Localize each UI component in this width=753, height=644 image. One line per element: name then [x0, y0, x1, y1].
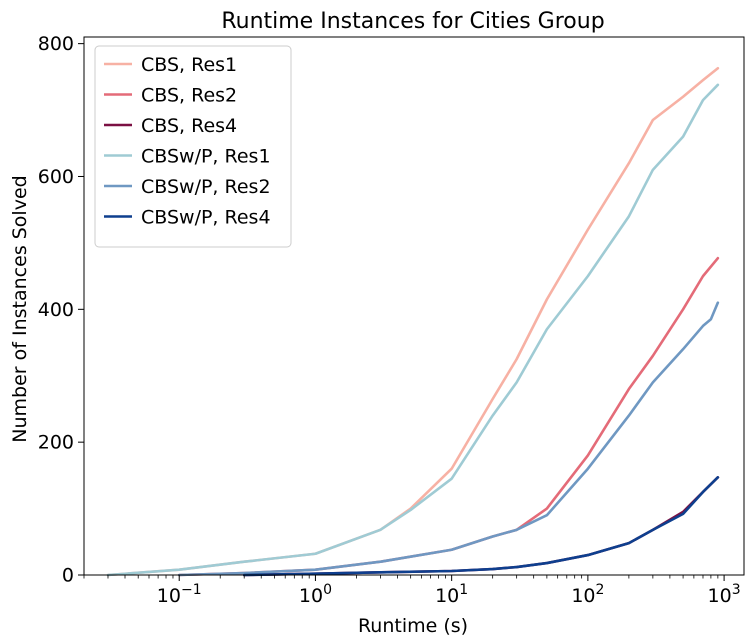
legend-label: CBS, Res4	[141, 115, 237, 137]
y-tick-label: 600	[38, 166, 74, 188]
x-tick-label: 100	[299, 582, 332, 607]
series-line-2	[177, 256, 720, 577]
legend: CBS, Res1 CBS, Res2 CBS, Res4 CBSw/P, Res1 C…	[94, 45, 292, 248]
x-tick-label: 101	[435, 582, 468, 607]
legend-label: CBSw/P, Res4	[141, 207, 271, 229]
series-line-3	[242, 476, 720, 577]
y-ticks: 0 200 400 600 800	[38, 33, 84, 587]
series-line-4	[106, 83, 720, 577]
x-tick-label: 103	[708, 582, 741, 607]
plot-frame	[83, 36, 745, 576]
y-tick-label: 800	[38, 33, 74, 55]
x-tick-label: 102	[571, 582, 604, 607]
legend-label: CBS, Res2	[141, 85, 237, 107]
legend-label: CBSw/P, Res1	[141, 146, 271, 168]
series-line-6	[242, 476, 720, 577]
x-axis-label: Runtime (s)	[358, 615, 468, 637]
series-line-5	[177, 301, 720, 577]
y-tick-label: 400	[38, 299, 74, 321]
series-layer	[106, 66, 720, 577]
x-tick-label: 10−1	[157, 582, 202, 607]
y-axis-label: Number of Instances Solved	[9, 175, 31, 442]
legend-box	[94, 45, 292, 248]
legend-label: CBSw/P, Res2	[141, 176, 271, 198]
y-tick-label: 0	[62, 565, 74, 587]
legend-label: CBS, Res1	[141, 54, 237, 76]
x-ticks: 10−1 100 101 102 103	[83, 575, 741, 607]
y-tick-label: 200	[38, 432, 74, 454]
chart-title: Runtime Instances for Cities Group	[221, 9, 604, 34]
